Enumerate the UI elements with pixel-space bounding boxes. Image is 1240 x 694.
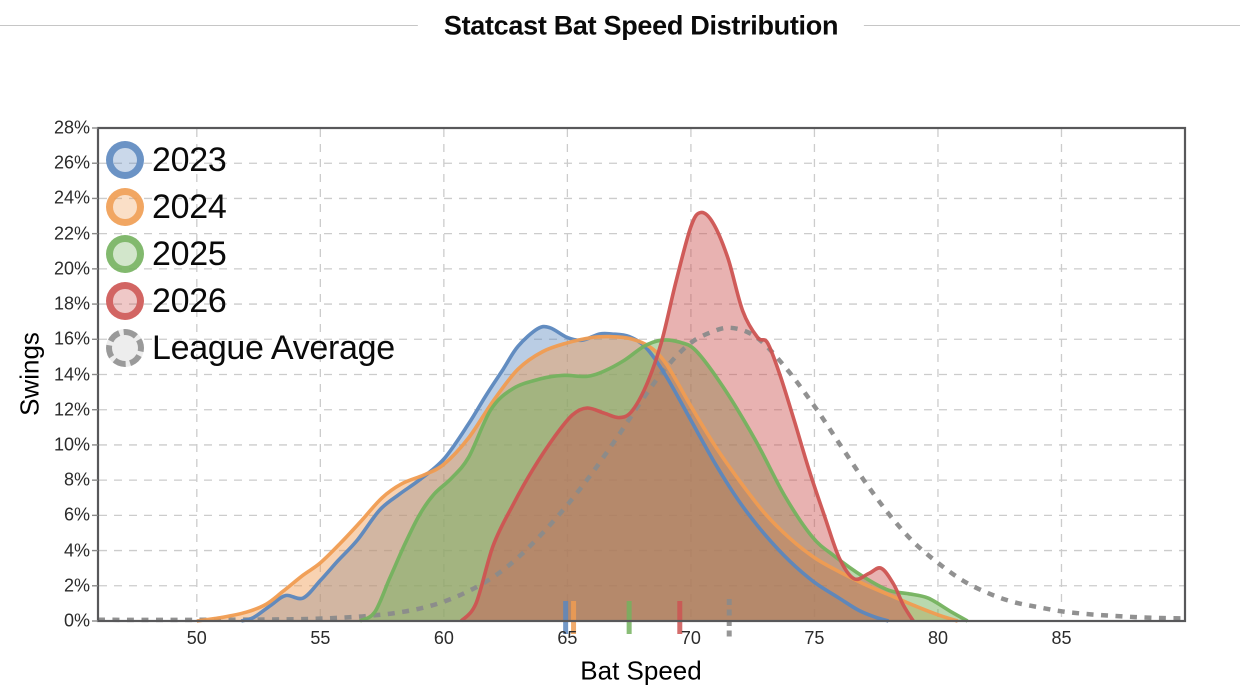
y-tick-label-12%: 12% bbox=[53, 399, 90, 420]
legend-item-league-average[interactable]: League Average bbox=[106, 329, 395, 367]
density-curves bbox=[97, 210, 1186, 623]
mean-mark-2023 bbox=[563, 601, 569, 634]
legend-label: League Average bbox=[152, 328, 395, 367]
y-tick-label-8%: 8% bbox=[63, 469, 90, 490]
y-tick-label-18%: 18% bbox=[53, 293, 90, 314]
x-axis-label: Bat Speed bbox=[580, 655, 702, 686]
x-tick-label-75: 75 bbox=[804, 628, 825, 648]
mean-mark-2025 bbox=[626, 601, 632, 634]
y-tick-label-20%: 20% bbox=[53, 258, 90, 279]
mean-rug-marks bbox=[563, 599, 732, 637]
page-title: Statcast Bat Speed Distribution bbox=[417, 10, 865, 42]
x-tick-label-60: 60 bbox=[433, 628, 454, 648]
legend-item-2025[interactable]: 2025 bbox=[106, 235, 395, 273]
legend-swatch-icon bbox=[106, 141, 144, 179]
legend-label: 2026 bbox=[152, 281, 227, 320]
density-curve-2026 bbox=[459, 210, 915, 623]
x-tick-label-85: 85 bbox=[1051, 628, 1072, 648]
legend-swatch-icon bbox=[106, 235, 144, 273]
x-tick-label-55: 55 bbox=[310, 628, 331, 648]
y-tick-label-2%: 2% bbox=[63, 575, 90, 596]
legend-swatch-icon bbox=[106, 282, 144, 320]
x-tick-label-50: 50 bbox=[186, 628, 207, 648]
x-tick-label-65: 65 bbox=[557, 628, 578, 648]
y-tick-label-22%: 22% bbox=[53, 223, 90, 244]
y-tick-label-26%: 26% bbox=[53, 152, 90, 173]
legend-label: 2025 bbox=[152, 234, 227, 273]
mean-mark-2024 bbox=[571, 601, 577, 634]
y-tick-label-24%: 24% bbox=[53, 187, 90, 208]
legend-swatch-icon bbox=[106, 188, 144, 226]
y-tick-label-28%: 28% bbox=[53, 117, 90, 138]
legend-item-2023[interactable]: 2023 bbox=[106, 141, 395, 179]
density-fill-2025 bbox=[359, 339, 968, 621]
y-axis-label: Swings bbox=[14, 332, 45, 416]
y-tick-label-0%: 0% bbox=[63, 610, 90, 631]
legend-label: 2023 bbox=[152, 140, 227, 179]
y-tick-label-14%: 14% bbox=[53, 364, 90, 384]
y-tick-label-6%: 6% bbox=[63, 504, 90, 525]
legend-label: 2024 bbox=[152, 187, 227, 226]
density-curve-2025 bbox=[358, 338, 969, 623]
density-curve-2023 bbox=[240, 324, 890, 623]
y-tick-label-16%: 16% bbox=[53, 328, 90, 349]
density-curve-League Average bbox=[97, 325, 1186, 623]
x-tick-label-70: 70 bbox=[680, 628, 701, 648]
x-tick-label-80: 80 bbox=[927, 628, 948, 648]
legend-item-2024[interactable]: 2024 bbox=[106, 188, 395, 226]
y-tick-label-10%: 10% bbox=[53, 434, 90, 455]
legend: 2023 2024 2025 2026 League Average bbox=[106, 141, 395, 376]
y-tick-label-4%: 4% bbox=[63, 540, 90, 561]
legend-item-2026[interactable]: 2026 bbox=[106, 282, 395, 320]
mean-mark-2026 bbox=[677, 601, 683, 634]
legend-swatch-icon bbox=[106, 329, 144, 367]
density-curve-2024 bbox=[196, 334, 959, 623]
